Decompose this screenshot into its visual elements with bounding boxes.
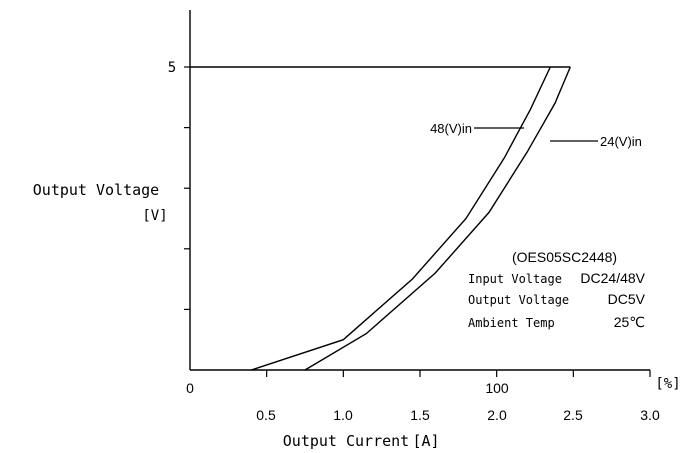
- series-line-24v: [304, 66, 571, 371]
- annotation-value: 25℃: [614, 314, 645, 330]
- annotation-model: (OES05SC2448): [512, 249, 617, 265]
- series-label-48v: 48(V)in: [430, 121, 472, 136]
- x-tick-label: 2.0: [487, 407, 507, 423]
- y-tick-label-5: 5: [168, 60, 176, 76]
- percent-unit: [%]: [655, 376, 680, 392]
- annotation-value: DC5V: [608, 291, 646, 307]
- x-axis-unit: [A]: [412, 432, 439, 450]
- annotation-value: DC24/48V: [580, 270, 645, 286]
- y-axis-label: Output Voltage: [33, 181, 159, 199]
- percent-label-0: 0: [186, 380, 194, 396]
- percent-label-100: 100: [485, 380, 509, 396]
- x-ticks: [266, 370, 651, 377]
- series-line-48v: [251, 66, 551, 371]
- x-tick-label: 3.0: [640, 407, 660, 423]
- x-axis-label: Output Current: [283, 432, 409, 450]
- annotation-label: Input Voltage: [468, 272, 562, 286]
- annotation-label: Ambient Temp: [468, 316, 555, 330]
- y-axis-unit: [V]: [142, 208, 167, 224]
- x-tick-label: 1.0: [333, 407, 353, 423]
- annotation-label: Output Voltage: [468, 293, 569, 307]
- x-tick-label: 2.5: [563, 407, 583, 423]
- x-tick-label: 1.5: [410, 407, 430, 423]
- y-ticks: [184, 66, 190, 310]
- x-tick-label: 0.5: [256, 407, 276, 423]
- series-label-24v: 24(V)in: [600, 134, 642, 149]
